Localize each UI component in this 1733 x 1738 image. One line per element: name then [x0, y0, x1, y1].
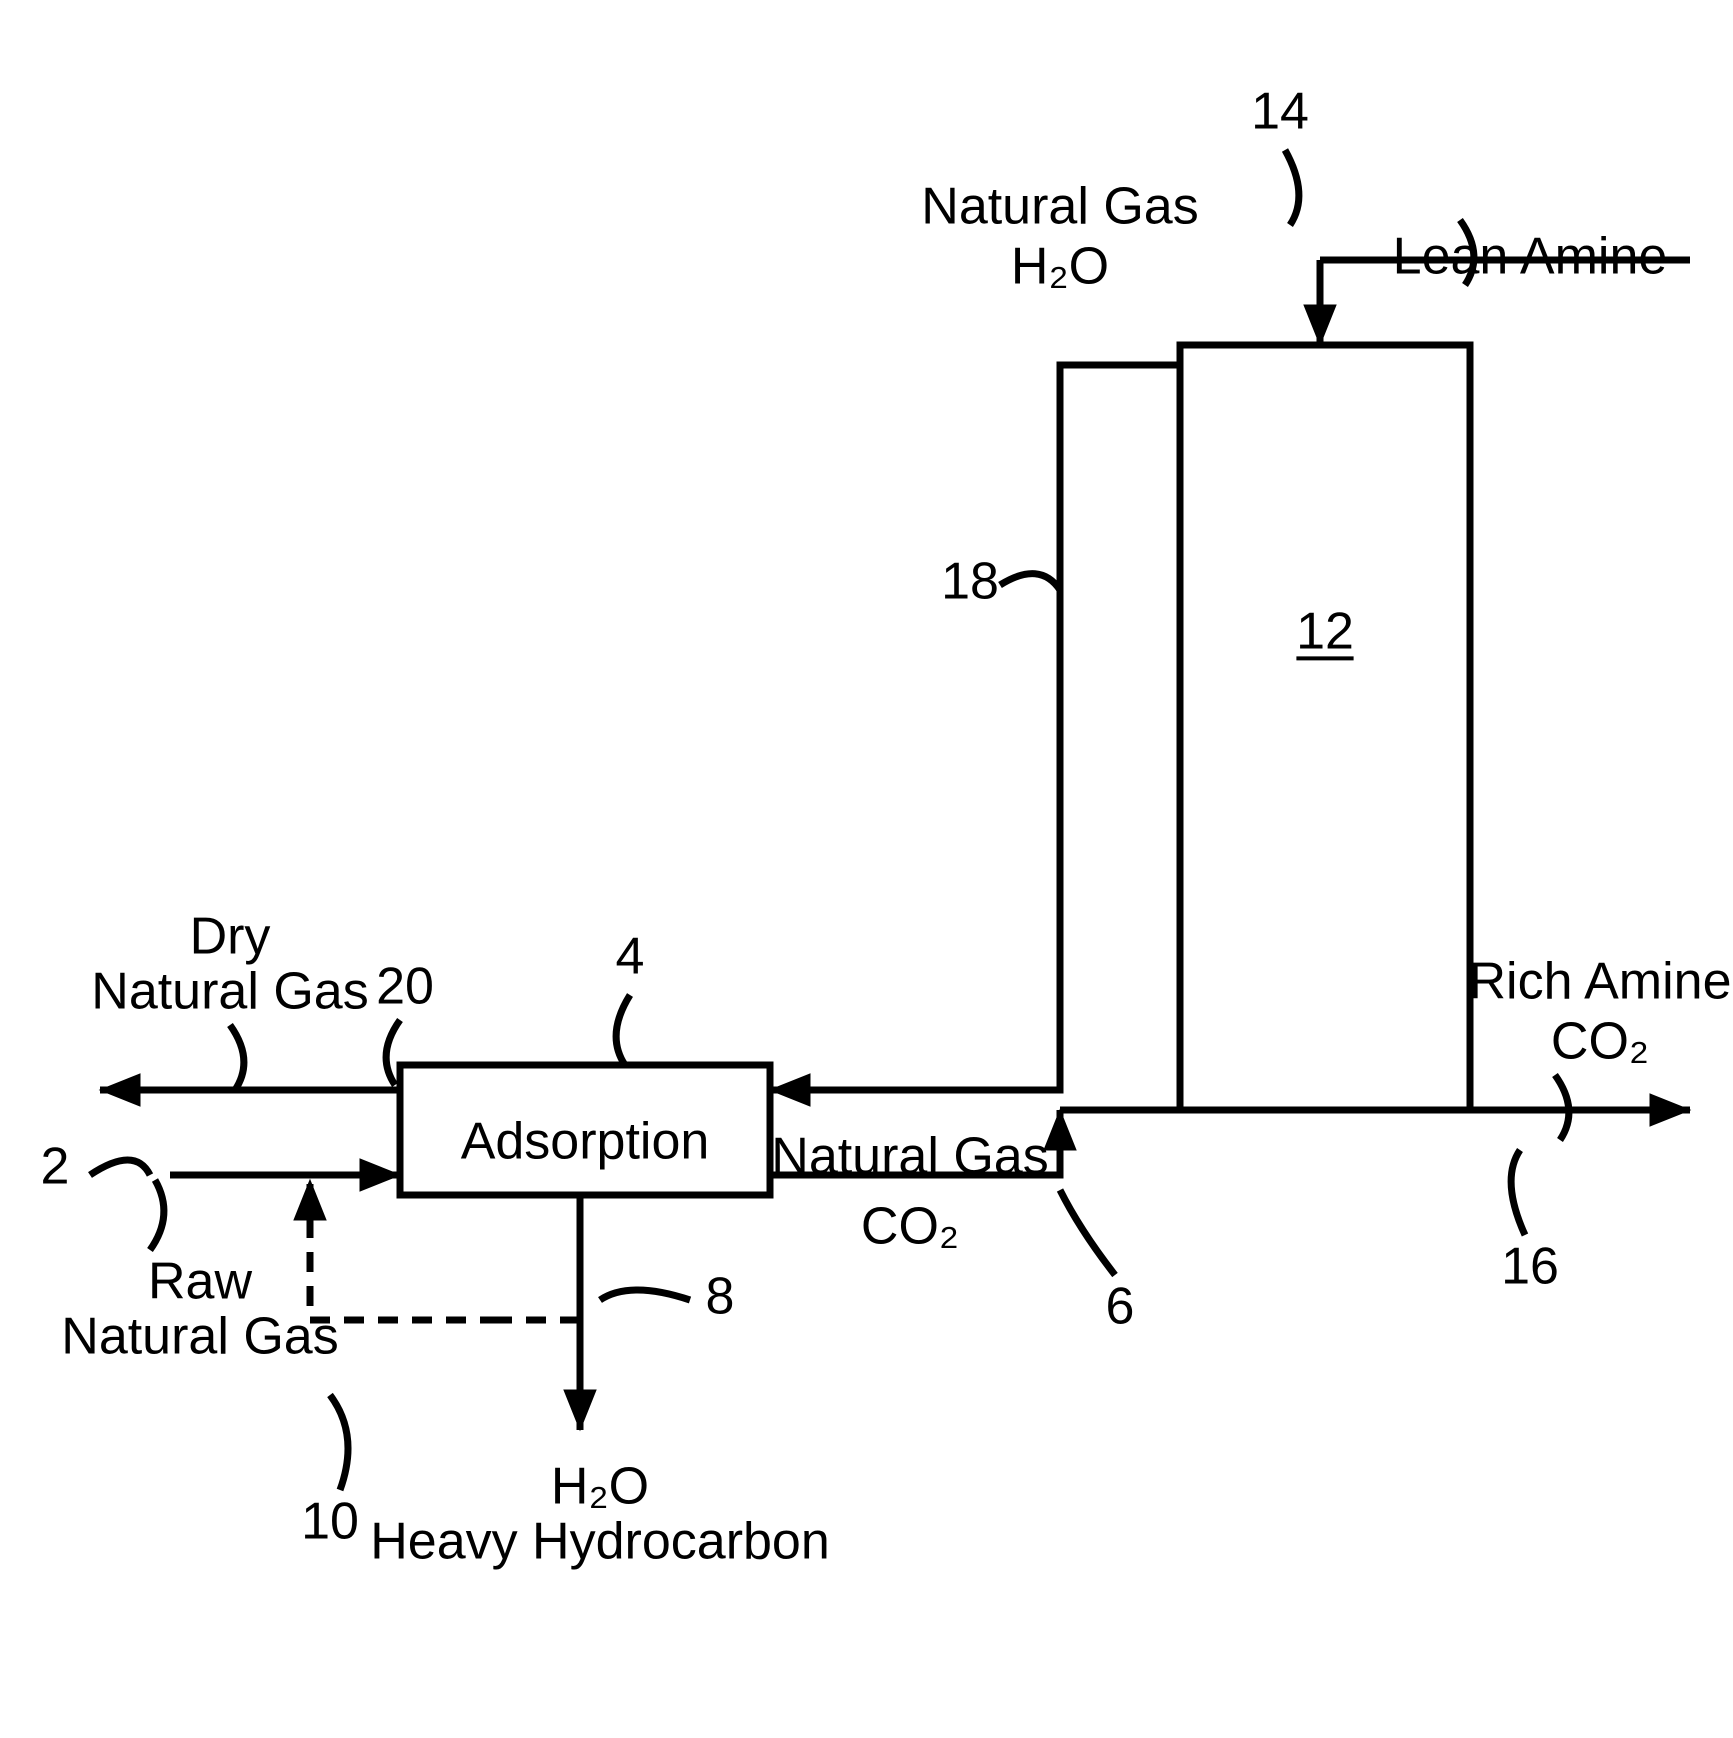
column-box	[1180, 345, 1470, 1110]
ref-18: 18	[941, 553, 999, 611]
ref-8: 8	[706, 1268, 735, 1326]
stream-label-rich-amine-1: Rich Amine	[1469, 953, 1732, 1011]
ref-2: 2	[41, 1138, 70, 1196]
stream-label-dry-nat-gas-1: Dry	[190, 908, 271, 966]
stream-label-raw-nat-gas-1: Raw	[148, 1253, 252, 1311]
stream-label-h2o-hhc-1: H₂O	[551, 1458, 649, 1516]
stream-label-rich-amine-2: CO₂	[1551, 1013, 1649, 1071]
stream-label-nat-gas-co2-2: CO₂	[861, 1198, 959, 1256]
stream-label-raw-nat-gas-2: Natural Gas	[61, 1308, 338, 1366]
column-label: 12	[1296, 603, 1354, 661]
ref-4: 4	[616, 928, 645, 986]
stream-label-dry-nat-gas-2: Natural Gas	[91, 963, 368, 1021]
stream-label-nat-gas-h2o-1: Natural Gas	[921, 178, 1198, 236]
adsorption-label: Adsorption	[461, 1113, 710, 1171]
stream-label-nat-gas-h2o-2: H₂O	[1011, 238, 1109, 296]
ref-20: 20	[376, 958, 434, 1016]
stream-label-lean-amine: Lean Amine	[1393, 228, 1668, 286]
ref-16: 16	[1501, 1238, 1559, 1296]
process-flow-diagram: Adsorption12DryNatural GasRawNatural Gas…	[0, 0, 1733, 1738]
stream-label-h2o-hhc-2: Heavy Hydrocarbon	[370, 1513, 830, 1571]
ref-14: 14	[1251, 83, 1309, 141]
stream-label-nat-gas-co2-1: Natural Gas	[771, 1128, 1048, 1186]
ref-10: 10	[301, 1493, 359, 1551]
ref-6: 6	[1106, 1278, 1135, 1336]
